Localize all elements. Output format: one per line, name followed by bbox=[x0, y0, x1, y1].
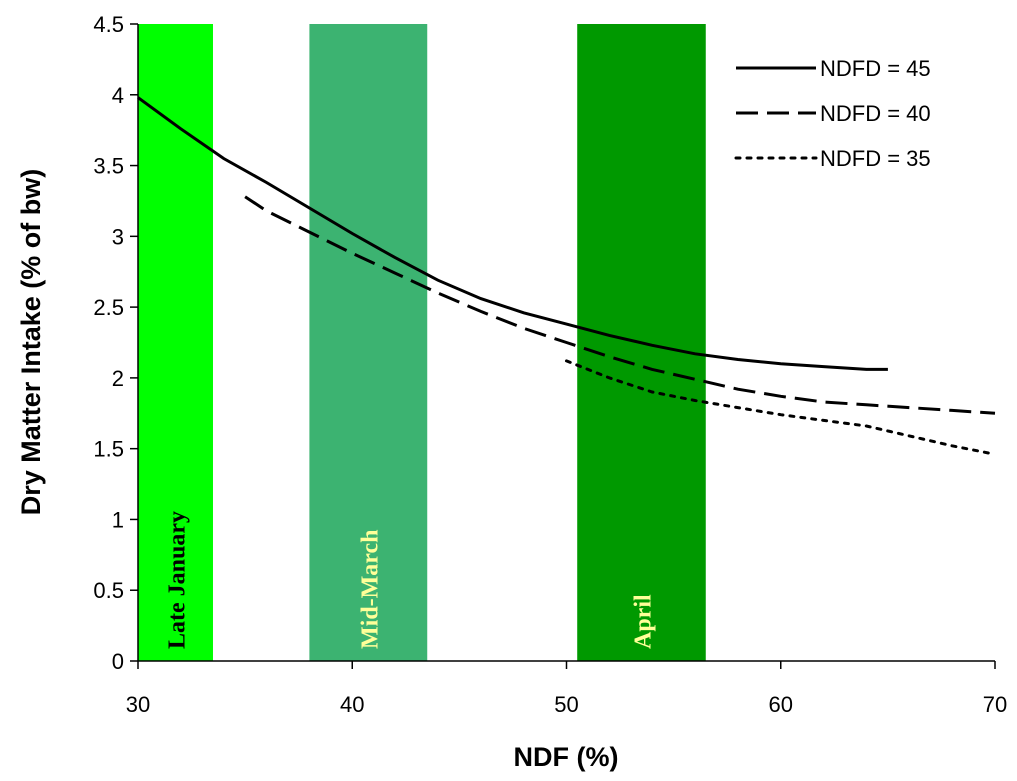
legend-label: NDFD = 45 bbox=[820, 56, 931, 81]
y-tick-label: 3.5 bbox=[93, 154, 124, 179]
x-tick-label: 50 bbox=[554, 692, 578, 717]
axis-ticks: 0 0.5 1 1.5 2 2.5 3 3.5 4 4.5 30 40 50 60 70 bbox=[93, 12, 1007, 717]
series-lines bbox=[137, 96, 997, 456]
legend-label: NDFD = 40 bbox=[820, 101, 931, 126]
y-tick-label: 0 bbox=[112, 649, 124, 674]
y-tick-label: 2 bbox=[112, 366, 124, 391]
x-tick-label: 60 bbox=[769, 692, 793, 717]
y-tick-label: 4.5 bbox=[93, 12, 124, 37]
series-line bbox=[244, 195, 996, 415]
y-tick-label: 2.5 bbox=[93, 295, 124, 320]
y-tick-label: 4 bbox=[112, 83, 124, 108]
x-tick-label: 40 bbox=[340, 692, 364, 717]
y-tick-label: 1.5 bbox=[93, 437, 124, 462]
series-line bbox=[565, 359, 997, 456]
period-bands bbox=[138, 24, 706, 661]
period-band-label: Late January bbox=[164, 511, 190, 649]
period-band-label: April bbox=[630, 594, 656, 649]
x-tick-label: 30 bbox=[126, 692, 150, 717]
period-band-label: Mid-March bbox=[357, 529, 383, 649]
period-band bbox=[309, 24, 428, 661]
period-band bbox=[138, 24, 213, 661]
y-axis-title: Dry Matter Intake (% of bw) bbox=[16, 169, 46, 516]
x-tick-label: 70 bbox=[983, 692, 1007, 717]
y-tick-label: 3 bbox=[112, 224, 124, 249]
legend-label: NDFD = 35 bbox=[820, 146, 931, 171]
y-tick-label: 0.5 bbox=[93, 578, 124, 603]
series-line bbox=[137, 96, 888, 371]
legend: NDFD = 45 NDFD = 40 NDFD = 35 bbox=[734, 56, 931, 171]
x-axis-title: NDF (%) bbox=[514, 742, 619, 772]
y-tick-label: 1 bbox=[112, 507, 124, 532]
period-band-labels: Late January Mid-March April bbox=[164, 511, 656, 649]
